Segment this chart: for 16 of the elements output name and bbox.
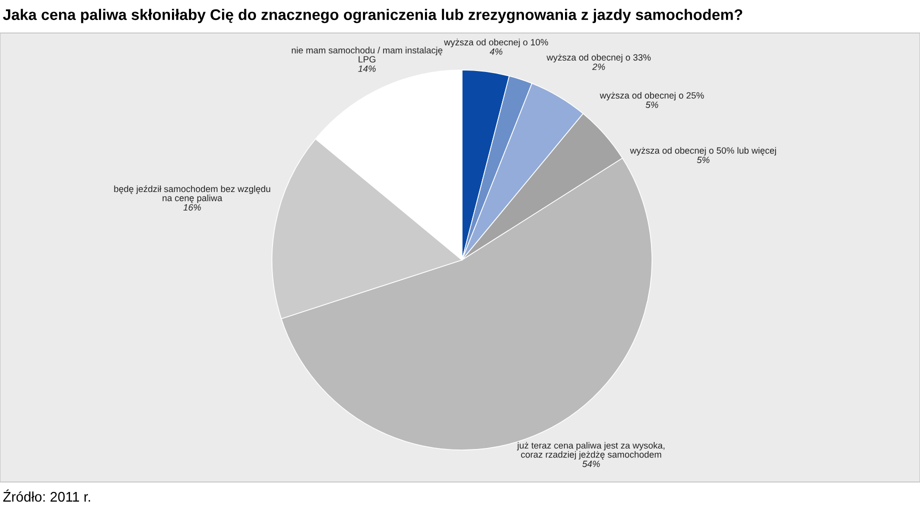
data-label: 2%: [592, 64, 605, 70]
chart-title: Jaka cena paliwa skłoniłaby Cię do znacznego ograniczenia lub zrezygnowania z jazdy samochodem?: [2, 8, 742, 24]
data-label: 5%: [646, 102, 658, 108]
data-label: 54%: [582, 460, 600, 468]
slice-label: nie mam samochodu / mam instalację LPG: [292, 46, 442, 63]
slice-label: wyższa od obecnej o 33%: [546, 54, 651, 62]
slice-label: wyższa od obecnej o 25%: [600, 92, 704, 100]
data-label: 16%: [183, 204, 201, 211]
slice-label: wyższa od obecnej o 10%: [444, 38, 548, 48]
slice-label: będę jeździł samochodem bez względu na cenę paliwa: [114, 185, 270, 203]
data-label: 4%: [490, 48, 502, 55]
slice-label: już teraz cena paliwa jest za wysoka, coraz rzadziej jeżdżę samochodem: [516, 442, 664, 460]
text: Źródło: 2011 r.: [3, 490, 90, 502]
data-label: 5%: [696, 156, 710, 164]
slice-label: wyższa od obecnej o 50% lub więcej: [630, 147, 776, 156]
data-label: 14%: [358, 66, 376, 72]
